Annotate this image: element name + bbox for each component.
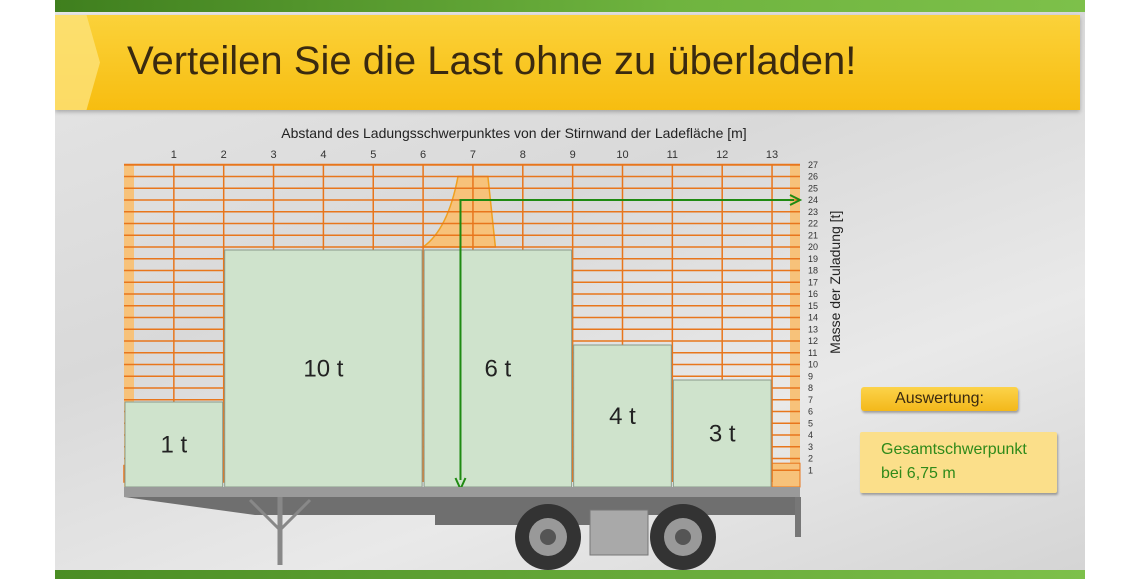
result-line-2: bei 6,75 m xyxy=(881,465,956,482)
load-box xyxy=(124,401,224,488)
x-tick-label: 11 xyxy=(667,149,678,161)
y-tick-label: 7 xyxy=(808,395,813,405)
y-tick-label: 3 xyxy=(808,442,813,452)
limit-strip-right xyxy=(790,164,800,487)
toolbox xyxy=(589,509,649,556)
x-tick-label: 12 xyxy=(716,149,728,161)
load-box-1: 10 t xyxy=(224,249,423,488)
evaluation-button[interactable]: Auswertung: xyxy=(861,387,1018,411)
load-box xyxy=(423,249,573,488)
y-tick-label: 20 xyxy=(808,242,818,252)
x-tick-label: 10 xyxy=(616,149,628,161)
x-tick-label: 7 xyxy=(470,149,476,161)
evaluation-result: Gesamtschwerpunkt bei 6,75 m xyxy=(860,432,1057,493)
load-box xyxy=(573,344,672,488)
rear-bumper xyxy=(795,497,801,537)
load-box xyxy=(224,249,423,488)
y-tick-label: 8 xyxy=(808,383,813,393)
trailer-deck xyxy=(124,487,800,497)
y-tick-label: 18 xyxy=(808,266,818,276)
y-tick-label: 11 xyxy=(808,348,817,358)
y-tick-label: 22 xyxy=(808,219,818,229)
y-tick-label: 24 xyxy=(808,195,818,205)
y-axis-label: Masse der Zuladung [t] xyxy=(827,211,843,354)
page-title: Verteilen Sie die Last ohne zu überladen… xyxy=(127,39,857,83)
load-label: 6 t xyxy=(485,356,512,383)
y-tick-label: 17 xyxy=(808,277,818,287)
y-tick-label: 9 xyxy=(808,371,813,381)
load-box-4: 3 t xyxy=(672,379,772,488)
load-label: 4 t xyxy=(609,403,636,430)
x-tick-label: 1 xyxy=(171,149,177,161)
y-tick-label: 14 xyxy=(808,313,818,323)
result-line-1: Gesamtschwerpunkt xyxy=(881,441,1027,458)
support-brace xyxy=(278,498,312,532)
y-tick-label: 23 xyxy=(808,207,818,217)
wheel xyxy=(650,504,716,570)
x-axis-label: Abstand des Ladungsschwerpunktes von der… xyxy=(281,125,746,141)
y-tick-label: 5 xyxy=(808,418,813,428)
load-distribution-chart: 1 2 3 4 5 6 7 8 9 10 11 12 1312345678910111213141516… xyxy=(123,125,843,570)
y-tick-label: 10 xyxy=(808,360,818,370)
x-tick-label: 4 xyxy=(320,149,326,161)
bottom-stripe xyxy=(55,570,1085,579)
y-tick-label: 6 xyxy=(808,407,813,417)
y-tick-label: 26 xyxy=(808,172,818,182)
y-tick-label: 15 xyxy=(808,301,818,311)
limit-rear xyxy=(771,462,801,488)
y-tick-label: 25 xyxy=(808,183,818,193)
load-label: 1 t xyxy=(161,432,188,459)
x-tick-label: 3 xyxy=(270,149,276,161)
y-tick-label: 13 xyxy=(808,324,818,334)
arrow-right-icon xyxy=(789,194,803,206)
hub xyxy=(675,529,691,545)
x-tick-label: 13 xyxy=(766,149,778,161)
load-box-3: 4 t xyxy=(573,344,672,488)
x-tick-label: 9 xyxy=(570,149,576,161)
limit-strip-left xyxy=(124,164,134,487)
center-of-gravity-line xyxy=(459,199,794,480)
support-brace xyxy=(248,498,282,532)
title-banner: Verteilen Sie die Last ohne zu überladen… xyxy=(55,15,1080,110)
x-tick-label: 5 xyxy=(370,149,376,161)
top-stripe xyxy=(55,0,1085,12)
x-tick-label: 2 xyxy=(221,149,227,161)
y-tick-label: 12 xyxy=(808,336,818,346)
y-tick-label: 1 xyxy=(808,465,813,475)
stage: Verteilen Sie die Last ohne zu überladen… xyxy=(55,0,1085,579)
load-label: 3 t xyxy=(709,421,736,448)
load-box-2: 6 t xyxy=(423,249,573,488)
wheel xyxy=(515,504,581,570)
y-tick-label: 27 xyxy=(808,160,818,170)
y-tick-label: 21 xyxy=(808,230,818,240)
x-tick-label: 8 xyxy=(520,149,526,161)
y-tick-label: 4 xyxy=(808,430,813,440)
load-box-0: 1 t xyxy=(124,401,224,488)
hub xyxy=(540,529,556,545)
y-tick-label: 16 xyxy=(808,289,818,299)
load-box xyxy=(672,379,772,488)
x-tick-label: 6 xyxy=(420,149,426,161)
trailer-frame xyxy=(124,497,800,525)
y-tick-label: 19 xyxy=(808,254,818,264)
y-tick-label: 2 xyxy=(808,454,813,464)
load-label: 10 t xyxy=(303,356,343,383)
